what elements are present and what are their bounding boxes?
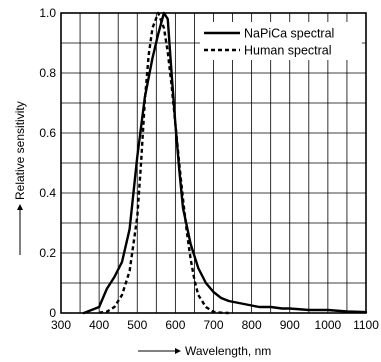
x-tick-label: 900 (280, 318, 300, 332)
legend-background (200, 22, 362, 60)
plot-frame (60, 12, 367, 314)
x-tick-label: 400 (89, 318, 109, 332)
series-line-napica (82, 11, 368, 315)
x-tick-label: 300 (51, 318, 71, 332)
x-tick-label: 1100 (353, 318, 379, 332)
x-tick-label: 500 (127, 318, 147, 332)
y-tick-label: 0.4 (39, 186, 56, 200)
y-tick-label: 0.2 (39, 246, 56, 260)
x-tick-label: 800 (242, 318, 262, 332)
x-axis-arrow-head (175, 348, 181, 354)
legend-label-human: Human spectral (244, 44, 332, 58)
y-axis-label-group: Relative sensitivity (13, 101, 27, 255)
y-tick-label: 0.8 (39, 66, 56, 80)
series-line-human (98, 11, 229, 315)
y-axis-arrow-head (17, 204, 23, 210)
x-axis-label-group: Wavelength, nm (138, 344, 271, 358)
y-tick-label: 0.6 (39, 126, 56, 140)
y-tick-label: 1.0 (39, 6, 56, 20)
x-axis-label: Wavelength, nm (185, 344, 271, 358)
tick-labels: 300 400 500 600 700 800 900 1000 1100 0 0.2 0.4 0.6 0… (39, 6, 379, 332)
plot-border (60, 12, 367, 314)
x-tick-label: 1000 (315, 318, 342, 332)
y-tick-label: 0 (49, 306, 56, 320)
legend: NaPiCa spectral Human spectral (200, 22, 362, 60)
grid (61, 13, 366, 313)
series-layer (82, 11, 368, 315)
x-tick-label: 600 (165, 318, 185, 332)
legend-label-napica: NaPiCa spectral (244, 27, 334, 41)
y-axis-label: Relative sensitivity (13, 101, 27, 200)
x-tick-label: 700 (203, 318, 223, 332)
